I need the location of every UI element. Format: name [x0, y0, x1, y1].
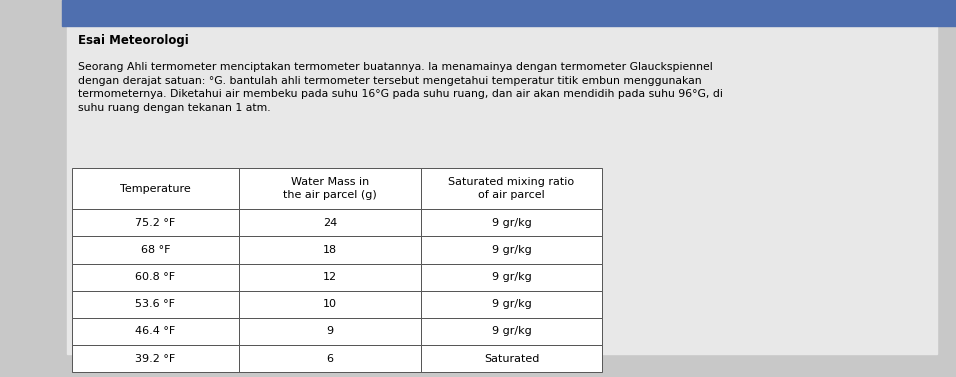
- Bar: [421, 318, 602, 345]
- Bar: [239, 291, 421, 318]
- Text: 60.8 °F: 60.8 °F: [136, 272, 175, 282]
- Text: Temperature: Temperature: [120, 184, 191, 193]
- Bar: [67, 23, 937, 354]
- Text: Seorang Ahli termometer menciptakan termometer buatannya. Ia menamainya dengan t: Seorang Ahli termometer menciptakan term…: [78, 62, 724, 113]
- Text: 9 gr/kg: 9 gr/kg: [491, 326, 532, 336]
- Bar: [421, 264, 602, 291]
- Bar: [239, 209, 421, 236]
- Bar: [72, 264, 239, 291]
- Bar: [239, 345, 421, 372]
- Text: 10: 10: [323, 299, 337, 309]
- Text: 9 gr/kg: 9 gr/kg: [491, 299, 532, 309]
- Text: 9 gr/kg: 9 gr/kg: [491, 245, 532, 255]
- Text: 39.2 °F: 39.2 °F: [135, 354, 176, 363]
- Bar: [421, 345, 602, 372]
- Bar: [72, 168, 239, 209]
- Text: 9: 9: [326, 326, 334, 336]
- Bar: [72, 318, 239, 345]
- Text: 12: 12: [323, 272, 337, 282]
- Text: Water Mass in
the air parcel (g): Water Mass in the air parcel (g): [283, 177, 377, 200]
- Bar: [72, 345, 239, 372]
- Text: Esai Meteorologi: Esai Meteorologi: [78, 34, 189, 47]
- Bar: [72, 209, 239, 236]
- Text: 68 °F: 68 °F: [141, 245, 170, 255]
- Text: 24: 24: [323, 218, 337, 228]
- Text: 46.4 °F: 46.4 °F: [135, 326, 176, 336]
- Bar: [239, 168, 421, 209]
- Text: Saturated: Saturated: [484, 354, 539, 363]
- Bar: [72, 291, 239, 318]
- Bar: [421, 168, 602, 209]
- Text: 53.6 °F: 53.6 °F: [136, 299, 175, 309]
- Text: 9 gr/kg: 9 gr/kg: [491, 272, 532, 282]
- Bar: [72, 236, 239, 264]
- Bar: [239, 318, 421, 345]
- Bar: [421, 291, 602, 318]
- Text: 9 gr/kg: 9 gr/kg: [491, 218, 532, 228]
- Bar: [239, 236, 421, 264]
- Text: 75.2 °F: 75.2 °F: [135, 218, 176, 228]
- Text: 6: 6: [326, 354, 334, 363]
- Bar: [421, 236, 602, 264]
- Text: 18: 18: [323, 245, 337, 255]
- Bar: [421, 209, 602, 236]
- Bar: [62, 0, 956, 26]
- Text: Saturated mixing ratio
of air parcel: Saturated mixing ratio of air parcel: [448, 177, 575, 200]
- Bar: [239, 264, 421, 291]
